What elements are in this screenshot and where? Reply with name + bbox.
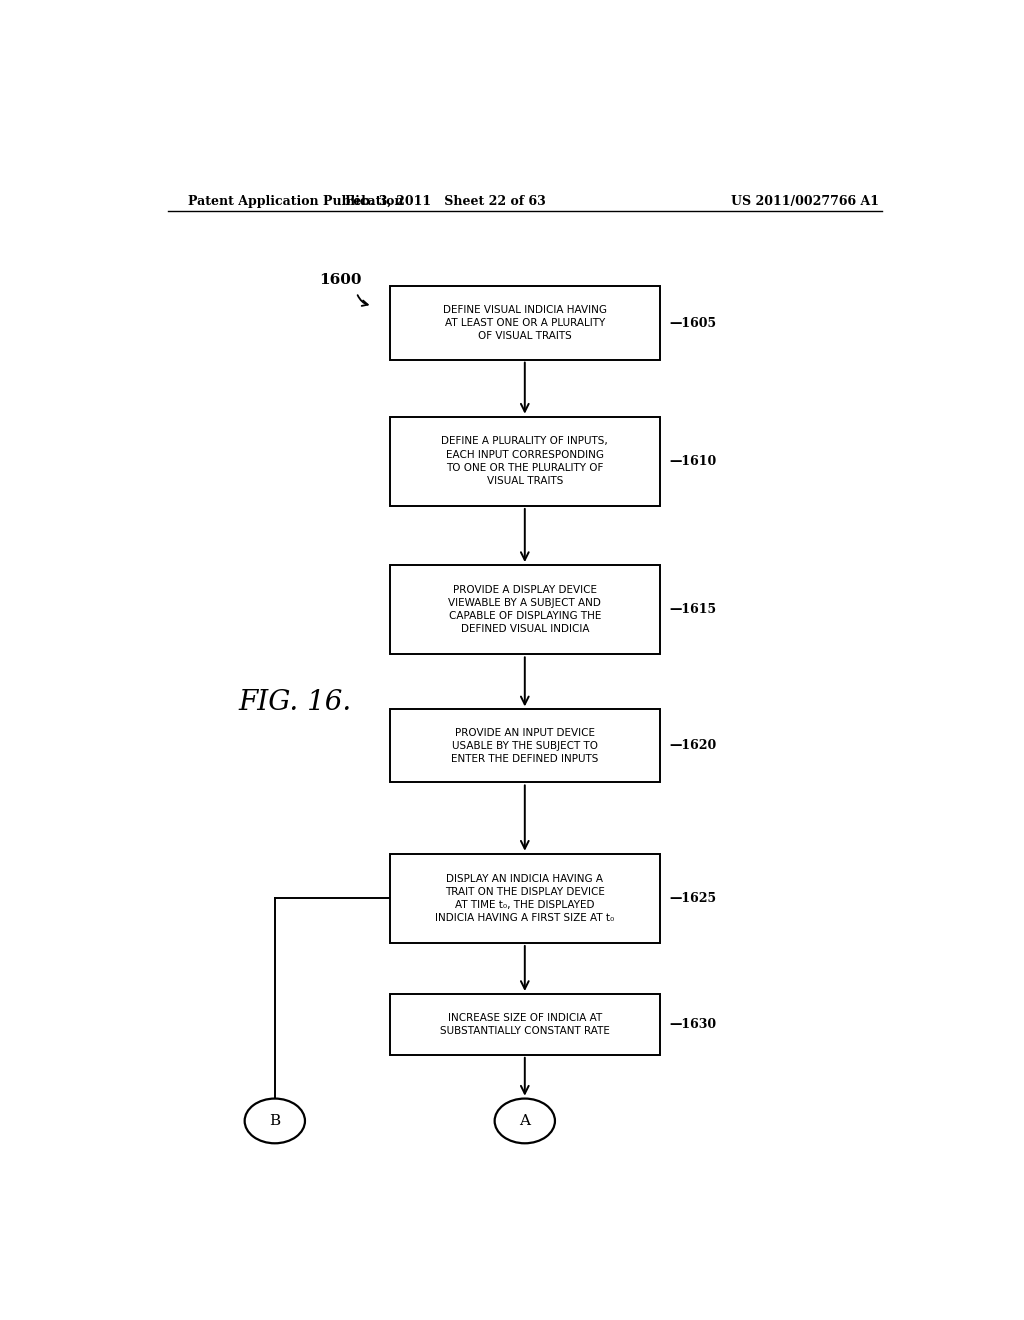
Text: B: B — [269, 1114, 281, 1127]
Text: —1610: —1610 — [670, 455, 717, 467]
Text: A: A — [519, 1114, 530, 1127]
Text: US 2011/0027766 A1: US 2011/0027766 A1 — [731, 194, 880, 207]
Text: PROVIDE A DISPLAY DEVICE
VIEWABLE BY A SUBJECT AND
CAPABLE OF DISPLAYING THE
DEF: PROVIDE A DISPLAY DEVICE VIEWABLE BY A S… — [449, 585, 601, 635]
Text: PROVIDE AN INPUT DEVICE
USABLE BY THE SUBJECT TO
ENTER THE DEFINED INPUTS: PROVIDE AN INPUT DEVICE USABLE BY THE SU… — [452, 727, 598, 764]
FancyBboxPatch shape — [390, 854, 659, 942]
Text: Feb. 3, 2011   Sheet 22 of 63: Feb. 3, 2011 Sheet 22 of 63 — [345, 194, 546, 207]
Text: DEFINE VISUAL INDICIA HAVING
AT LEAST ONE OR A PLURALITY
OF VISUAL TRAITS: DEFINE VISUAL INDICIA HAVING AT LEAST ON… — [442, 305, 607, 342]
Text: DEFINE A PLURALITY OF INPUTS,
EACH INPUT CORRESPONDING
TO ONE OR THE PLURALITY O: DEFINE A PLURALITY OF INPUTS, EACH INPUT… — [441, 437, 608, 486]
Text: FIG. 16.: FIG. 16. — [238, 689, 351, 715]
FancyBboxPatch shape — [390, 994, 659, 1055]
Ellipse shape — [495, 1098, 555, 1143]
Text: —1615: —1615 — [670, 603, 717, 616]
FancyBboxPatch shape — [390, 565, 659, 655]
Text: DISPLAY AN INDICIA HAVING A
TRAIT ON THE DISPLAY DEVICE
AT TIME t₀, THE DISPLAYE: DISPLAY AN INDICIA HAVING A TRAIT ON THE… — [435, 874, 614, 923]
Text: —1630: —1630 — [670, 1018, 717, 1031]
FancyBboxPatch shape — [390, 286, 659, 359]
FancyBboxPatch shape — [390, 709, 659, 783]
Text: —1620: —1620 — [670, 739, 717, 752]
Text: 1600: 1600 — [319, 273, 361, 288]
Ellipse shape — [245, 1098, 305, 1143]
Text: —1605: —1605 — [670, 317, 717, 330]
Text: —1625: —1625 — [670, 892, 717, 904]
Text: INCREASE SIZE OF INDICIA AT
SUBSTANTIALLY CONSTANT RATE: INCREASE SIZE OF INDICIA AT SUBSTANTIALL… — [440, 1012, 609, 1036]
FancyBboxPatch shape — [390, 417, 659, 506]
Text: Patent Application Publication: Patent Application Publication — [187, 194, 403, 207]
